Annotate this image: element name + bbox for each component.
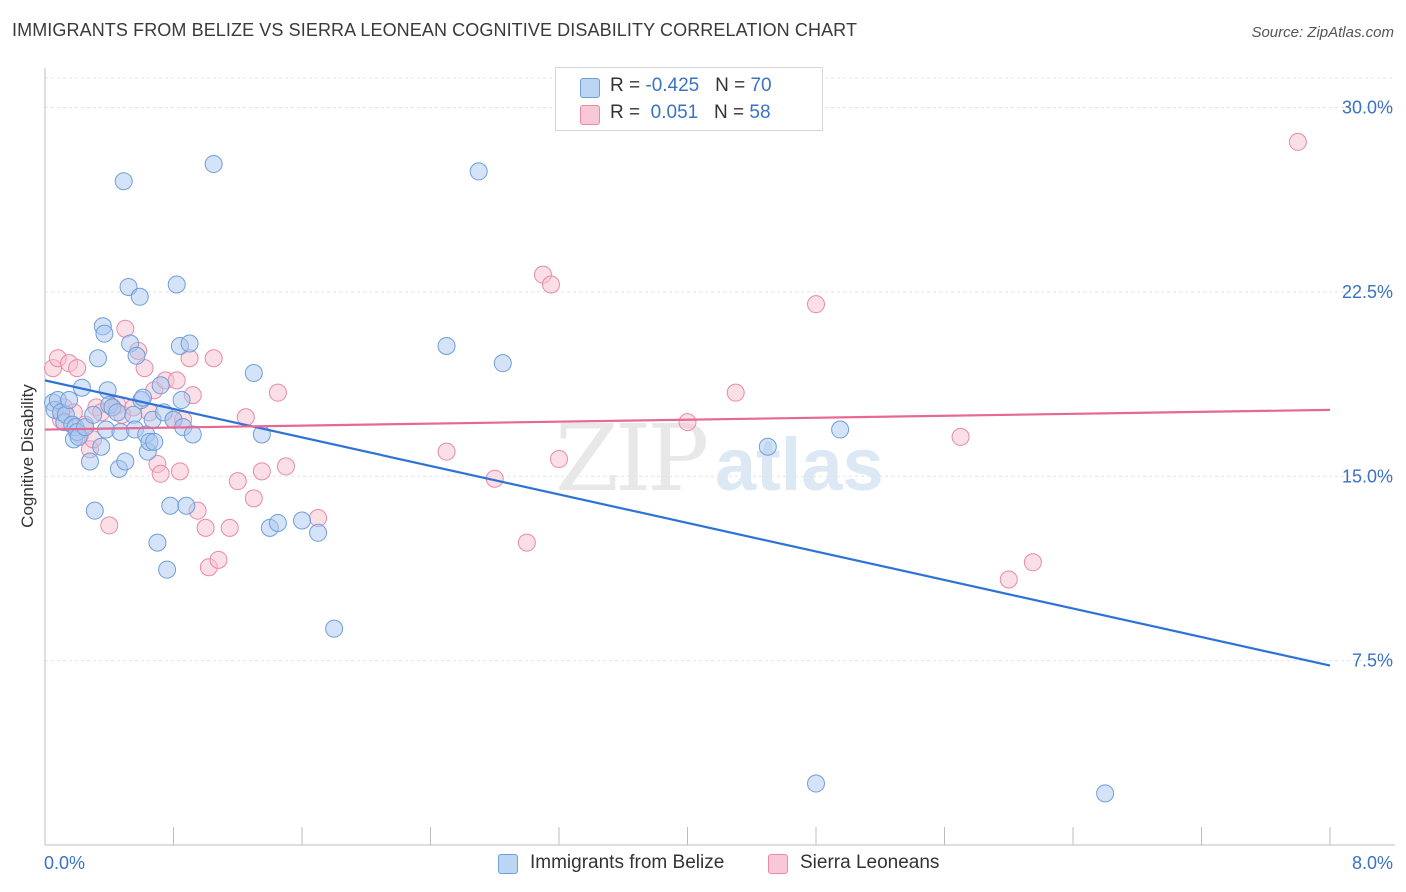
blue-point (60, 391, 79, 410)
pink-point (196, 518, 215, 537)
blue-point (204, 155, 223, 174)
y-axis-label: Cognitive Disability (18, 384, 37, 528)
blue-point (180, 334, 199, 353)
legend: R = -0.425 N = 70 R = 0.051 N = 58 (555, 67, 823, 131)
legend-swatch-pink (580, 105, 600, 125)
blue-point (493, 354, 512, 373)
legend-r-value: -0.425 (645, 75, 700, 96)
pink-point (541, 275, 560, 294)
blue-point (167, 275, 186, 294)
legend-n-label: N = (715, 75, 751, 96)
blue-point (89, 349, 108, 368)
pink-point (252, 462, 271, 481)
blue-point (1096, 784, 1115, 803)
pink-point (209, 550, 228, 569)
pink-point (151, 464, 170, 483)
pink-point (1023, 553, 1042, 572)
blue-point (95, 324, 114, 343)
pink-point (167, 371, 186, 390)
blue-point (268, 513, 287, 532)
blue-point (114, 172, 133, 191)
watermark: ZIP atlas (555, 405, 884, 512)
pink-point (204, 349, 223, 368)
pink-point (550, 450, 568, 469)
legend-swatch-blue (580, 78, 600, 98)
pink-point (1288, 132, 1307, 151)
blue-point (148, 533, 167, 552)
blue-point (177, 496, 196, 515)
bottom-legend-swatch-pink (768, 854, 788, 874)
blue-point (437, 336, 456, 355)
blue-point (108, 403, 127, 422)
pink-point (437, 442, 456, 461)
trend-lines (44, 379, 1331, 667)
pink-point (100, 516, 119, 535)
tick-labels: 7.5% 15.0% 22.5% 30.0% 0.0% 8.0% (44, 98, 1393, 874)
legend-r-value: 0.051 (645, 102, 699, 123)
blue-point (161, 496, 180, 515)
pink-point (220, 518, 239, 537)
blue-point (127, 346, 146, 365)
blue-point (293, 511, 311, 530)
legend-r-label: R = (610, 102, 646, 123)
y-tick-label: 22.5% (1342, 282, 1393, 302)
chart-title: IMMIGRANTS FROM BELIZE VS SIERRA LEONEAN… (12, 20, 858, 40)
pink-point (244, 489, 263, 508)
pink-point (268, 383, 287, 402)
pink-point (678, 413, 697, 432)
blue-point (158, 560, 177, 579)
bottom-legend-label-pink: Sierra Leoneans (800, 852, 940, 873)
pink-point (276, 457, 295, 476)
pink-point (517, 533, 536, 552)
pink-trend-line (44, 408, 1331, 431)
blue-point (116, 452, 135, 471)
legend-n-value: 70 (750, 75, 772, 96)
pink-point (726, 383, 745, 402)
blue-point (183, 425, 202, 444)
y-tick-label: 15.0% (1342, 466, 1393, 486)
y-tick-label: 30.0% (1342, 98, 1393, 118)
bottom-legend-label-blue: Immigrants from Belize (530, 852, 725, 873)
pink-point (68, 359, 87, 378)
blue-point (145, 432, 164, 451)
x-tick-label: 8.0% (1352, 853, 1393, 873)
blue-point (92, 437, 111, 456)
blue-point (831, 420, 850, 439)
source-note: Source: ZipAtlas.com (1251, 24, 1394, 41)
legend-n-label: N = (714, 102, 750, 123)
axes (44, 68, 1395, 846)
blue-point (244, 364, 263, 382)
pink-point (170, 462, 189, 481)
watermark-atlas: atlas (715, 423, 884, 506)
pink-point (951, 427, 970, 446)
y-tick-label: 7.5% (1352, 651, 1393, 671)
x-tick-label: 0.0% (44, 853, 85, 873)
blue-point (758, 437, 777, 456)
blue-point (469, 162, 488, 181)
blue-point (172, 391, 191, 410)
blue-point (151, 376, 170, 395)
blue-trend-line (44, 379, 1331, 667)
blue-point (309, 523, 328, 542)
legend-r-label: R = (610, 75, 646, 96)
blue-point (130, 287, 149, 306)
pink-point (807, 295, 825, 314)
blue-series-points (44, 155, 1115, 803)
blue-point (807, 774, 825, 793)
blue-point (325, 619, 344, 638)
pink-point (228, 472, 247, 491)
blue-point (85, 501, 104, 520)
blue-point (80, 452, 99, 471)
blue-point (84, 405, 103, 424)
pink-point (999, 570, 1018, 589)
legend-n-value: 58 (749, 102, 771, 123)
bottom-legend-swatch-blue (498, 854, 518, 874)
